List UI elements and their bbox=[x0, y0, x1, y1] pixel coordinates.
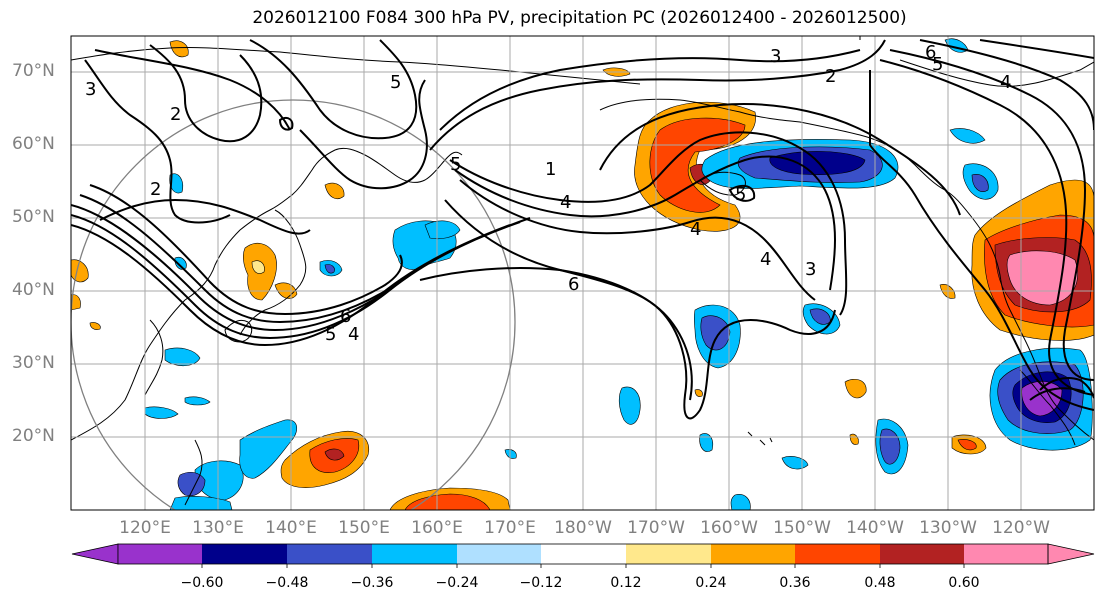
pv-label: 3 bbox=[85, 79, 96, 100]
colorbar-tick-label: −0.48 bbox=[265, 575, 309, 591]
lon-label: 180°W bbox=[554, 518, 612, 538]
pv-label: 5 bbox=[390, 72, 401, 93]
pv-label: 4 bbox=[760, 249, 771, 270]
lon-label: 160°W bbox=[700, 518, 758, 538]
lat-label: 20°N bbox=[12, 426, 55, 446]
pv-label: 3 bbox=[770, 46, 781, 67]
colorbar-segment bbox=[457, 544, 541, 564]
colorbar-tick-label: 0.12 bbox=[610, 575, 642, 591]
colorbar-segment bbox=[711, 544, 795, 564]
colorbar-segment bbox=[541, 544, 626, 564]
pv-label: 5 bbox=[325, 324, 336, 345]
pv-contour-labels: 3 6 5 4 2 2 5 2 4 5 1 3 4 3 6 6 5 4 5 4 bbox=[85, 42, 1011, 345]
lon-label: 120°W bbox=[992, 518, 1050, 538]
colorbar-segment bbox=[795, 544, 880, 564]
lat-label: 60°N bbox=[12, 134, 55, 154]
pv-label: 4 bbox=[560, 192, 571, 213]
colorbar-tick-label: 0.60 bbox=[948, 575, 980, 591]
pv-label: 2 bbox=[150, 179, 161, 200]
colorbar-segment bbox=[287, 544, 372, 564]
lon-label: 140°E bbox=[265, 518, 317, 538]
colorbar-extend-high bbox=[1047, 543, 1095, 565]
precip-shading bbox=[71, 38, 1094, 510]
pv-label: 6 bbox=[925, 42, 936, 63]
lat-label: 70°N bbox=[12, 61, 55, 81]
colorbar-tick-label: −0.12 bbox=[519, 575, 563, 591]
colorbar-segment bbox=[372, 544, 457, 564]
pv-contours bbox=[71, 39, 1094, 420]
pv-label: 6 bbox=[568, 274, 579, 295]
pv-label: 5 bbox=[932, 54, 943, 75]
lat-label: 30°N bbox=[12, 353, 55, 373]
lon-label: 130°W bbox=[919, 518, 977, 538]
range-circle bbox=[71, 99, 516, 510]
colorbar-extend-low bbox=[71, 543, 119, 565]
pv-label: 5 bbox=[450, 154, 461, 175]
colorbar-tick-label: 0.48 bbox=[864, 575, 896, 591]
lon-label: 160°E bbox=[411, 518, 463, 538]
colorbar-tick-label: −0.24 bbox=[435, 575, 479, 591]
lon-label: 170°W bbox=[627, 518, 685, 538]
pv-label: 2 bbox=[170, 104, 181, 125]
pv-label: 4 bbox=[348, 324, 359, 345]
pv-label: 5 bbox=[735, 184, 746, 205]
colorbar-tick-label: 0.24 bbox=[695, 575, 727, 591]
colorbar-tick-label: −0.60 bbox=[180, 575, 224, 591]
pv-label: 6 bbox=[340, 306, 351, 327]
map-frame bbox=[70, 35, 1095, 511]
pv-label: 1 bbox=[545, 159, 556, 180]
colorbar-tick-label: 0.36 bbox=[779, 575, 811, 591]
map-title: 2026012100 F084 300 hPa PV, precipitatio… bbox=[252, 8, 907, 28]
coastlines bbox=[71, 36, 1094, 506]
colorbar-tick-label: −0.36 bbox=[350, 575, 394, 591]
colorbar-segment bbox=[202, 544, 287, 564]
colorbar-segment bbox=[118, 544, 202, 564]
lon-label: 150°E bbox=[338, 518, 390, 538]
colorbar-segment bbox=[964, 544, 1048, 564]
pv-label: 4 bbox=[1000, 72, 1011, 93]
pv-label: 4 bbox=[690, 219, 701, 240]
colorbar bbox=[71, 543, 1095, 568]
pv-label: 3 bbox=[805, 259, 816, 280]
pv-label: 2 bbox=[825, 66, 836, 87]
lat-label: 40°N bbox=[12, 280, 55, 300]
lon-label: 170°E bbox=[484, 518, 536, 538]
lon-label: 150°W bbox=[773, 518, 831, 538]
colorbar-segment bbox=[626, 544, 711, 564]
lon-label: 120°E bbox=[119, 518, 171, 538]
lon-label: 140°W bbox=[846, 518, 904, 538]
lon-label: 130°E bbox=[192, 518, 244, 538]
colorbar-segment bbox=[880, 544, 964, 564]
lat-label: 50°N bbox=[12, 207, 55, 227]
